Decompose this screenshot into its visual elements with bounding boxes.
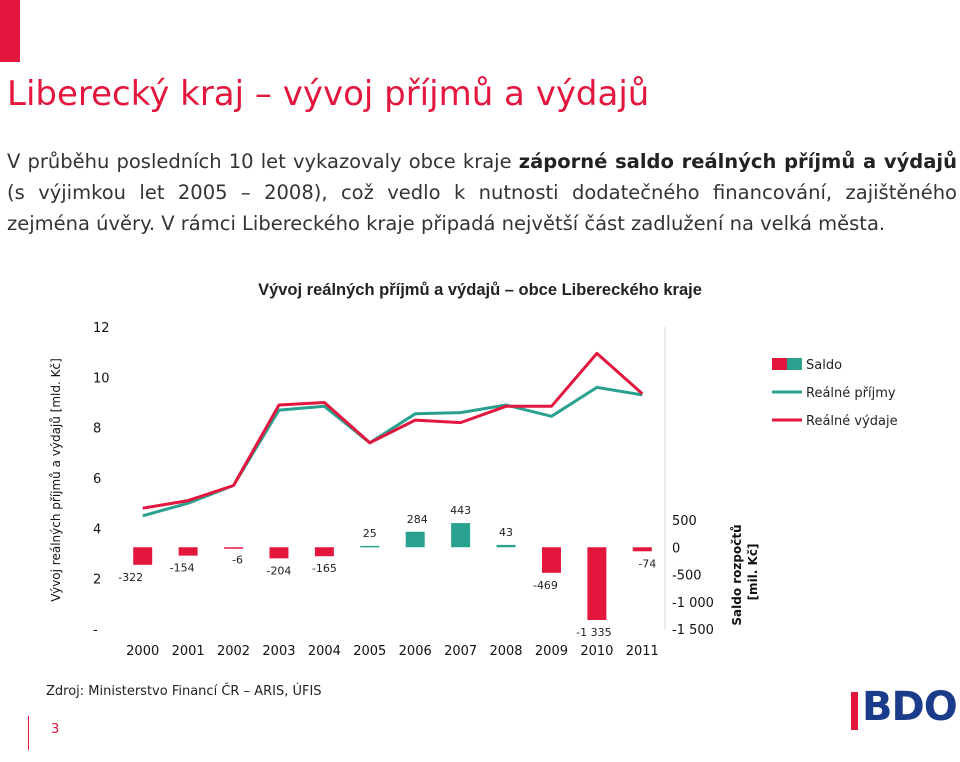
x-axis-ticks: 2000 2001 2002 2003 2004 2005 2006 2007 2008 2009… xyxy=(126,644,659,659)
intro-text-emphasis: záporné saldo reálných příjmů a výdajů xyxy=(518,150,957,173)
x-tick-label: 2004 xyxy=(308,644,341,659)
left-axis-ticks: - 2 4 6 8 10 12 xyxy=(93,321,110,638)
right-tick-label: -1 000 xyxy=(672,596,714,611)
x-tick-label: 2001 xyxy=(172,644,205,659)
intro-text-start: V průběhu posledních 10 let vykazovaly o… xyxy=(7,150,519,173)
right-tick-label: 500 xyxy=(672,514,697,529)
saldo-data-label: 43 xyxy=(499,526,513,539)
saldo-bar xyxy=(314,547,334,557)
saldo-bars xyxy=(133,523,652,621)
saldo-bar xyxy=(541,547,561,573)
x-tick-label: 2000 xyxy=(126,644,159,659)
saldo-data-label: -322 xyxy=(118,571,143,584)
source-note: Zdroj: Ministerstvo Financí ČR – ARIS, Ú… xyxy=(46,684,322,699)
x-tick-label: 2011 xyxy=(626,644,659,659)
legend-label: Reálné příjmy xyxy=(806,386,896,401)
saldo-bar xyxy=(496,544,516,548)
page-number: 3 xyxy=(51,722,60,737)
left-tick-label: 2 xyxy=(93,573,101,588)
legend-label: Saldo xyxy=(806,358,842,373)
x-tick-label: 2007 xyxy=(444,644,477,659)
saldo-data-label: -6 xyxy=(232,554,243,567)
saldo-bar xyxy=(451,523,471,548)
right-axis-label: Saldo rozpočtů xyxy=(730,524,744,625)
right-tick-label: -500 xyxy=(672,569,702,584)
saldo-data-label: 284 xyxy=(407,513,428,526)
intro-paragraph: V průběhu posledních 10 let vykazovaly o… xyxy=(7,146,957,239)
chart-title: Vývoj reálných příjmů a výdajů – obce Li… xyxy=(258,281,702,299)
saldo-data-label: 25 xyxy=(363,527,377,540)
legend-label: Reálné výdaje xyxy=(806,414,898,429)
saldo-data-label: -165 xyxy=(312,562,337,575)
x-tick-label: 2003 xyxy=(262,644,295,659)
right-axis-label-unit: [mil. Kč] xyxy=(746,544,760,601)
right-axis-ticks: -1 500 -1 000 -500 0 500 xyxy=(672,514,714,638)
income-expense-lines xyxy=(142,351,644,518)
saldo-data-label: -154 xyxy=(170,562,195,575)
saldo-data-label: -1 335 xyxy=(576,626,611,639)
saldo-data-label: -469 xyxy=(533,579,558,592)
saldo-bar-labels: -322 -154 -6 -204 -165 25 284 443 43 -469 -1 335 -7… xyxy=(118,504,656,639)
saldo-data-label: -74 xyxy=(638,557,656,570)
right-tick-label: -1 500 xyxy=(672,623,714,638)
saldo-bar xyxy=(224,547,244,549)
left-tick-label: 12 xyxy=(93,321,110,336)
saldo-data-label: 443 xyxy=(450,504,471,517)
income-line xyxy=(142,385,643,518)
x-tick-label: 2009 xyxy=(535,644,568,659)
logo-accent-bar xyxy=(851,692,858,730)
saldo-bar xyxy=(632,547,652,552)
legend-swatch-saldo-positive xyxy=(787,358,802,370)
left-tick-label: 10 xyxy=(93,371,110,386)
x-tick-label: 2006 xyxy=(399,644,432,659)
right-tick-label: 0 xyxy=(672,541,680,556)
left-tick-label: 6 xyxy=(93,472,101,487)
saldo-bar xyxy=(405,531,425,548)
intro-text-end: (s výjimkou let 2005 – 2008), což vedlo … xyxy=(7,181,957,235)
x-tick-label: 2005 xyxy=(353,644,386,659)
saldo-bar xyxy=(269,547,289,559)
x-tick-label: 2002 xyxy=(217,644,250,659)
saldo-bar xyxy=(587,547,607,621)
left-tick-label: 8 xyxy=(93,422,101,437)
page-number-marker: 3 xyxy=(28,716,59,750)
accent-bar xyxy=(0,0,20,62)
slide-title: Liberecký kraj – vývoj příjmů a výdajů xyxy=(7,74,650,114)
saldo-data-label: -204 xyxy=(266,564,291,577)
left-axis-label: Vývoj reálných příjmů a výdajů [mld. Kč] xyxy=(49,358,63,602)
bdo-logo: BDO xyxy=(862,684,958,730)
x-tick-label: 2008 xyxy=(489,644,522,659)
x-tick-label: 2010 xyxy=(580,644,613,659)
expense-line xyxy=(142,351,644,510)
legend-swatch-saldo-negative xyxy=(772,358,787,370)
chart-legend: Saldo Reálné příjmy Reálné výdaje xyxy=(772,358,898,429)
left-tick-label: - xyxy=(93,623,98,638)
saldo-bar xyxy=(360,545,380,548)
left-tick-label: 4 xyxy=(93,522,101,537)
saldo-bar xyxy=(178,547,198,556)
saldo-bar xyxy=(133,547,153,565)
